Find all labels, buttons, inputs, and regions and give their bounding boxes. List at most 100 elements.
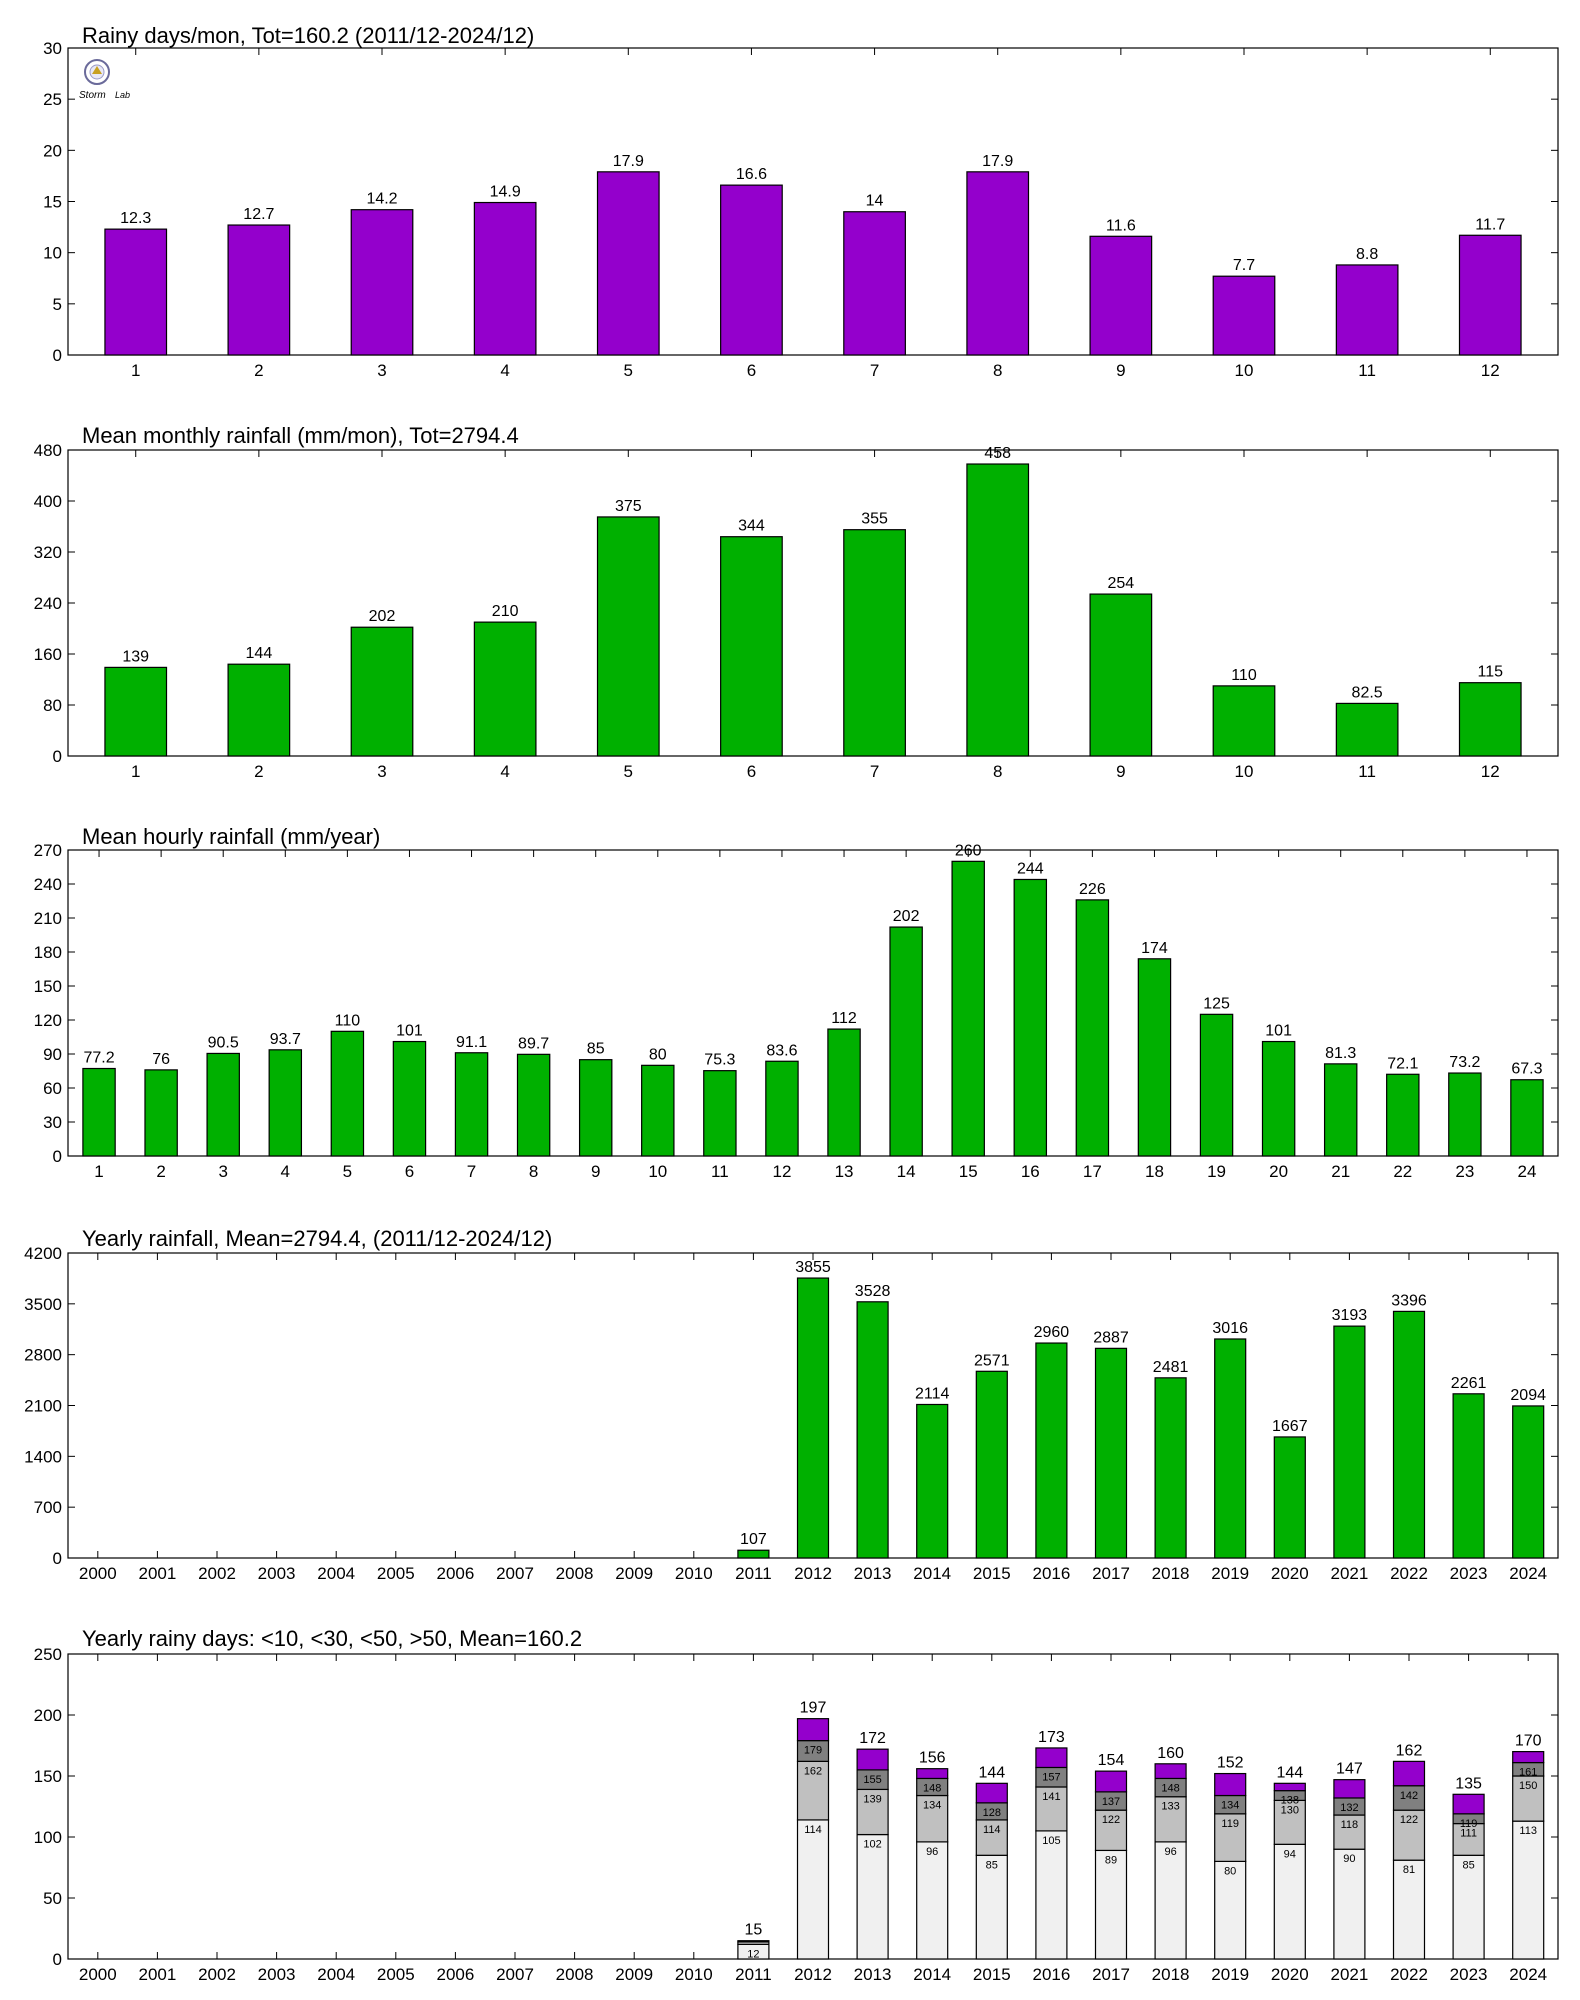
bar-value-label: 2261 — [1451, 1375, 1487, 1392]
x-tick-label: 2003 — [258, 1965, 296, 1984]
chart-title: Yearly rainfall, Mean=2794.4, (2011/12-2… — [82, 1226, 552, 1251]
bar — [1212, 275, 1276, 356]
x-tick-label: 2019 — [1211, 1564, 1249, 1583]
stacked-bar-segment — [1154, 1796, 1187, 1843]
bar — [578, 1059, 613, 1157]
segment-label: 81 — [1403, 1864, 1415, 1876]
x-tick-label: 2 — [156, 1162, 165, 1181]
bar-value-label: 12.7 — [243, 206, 274, 223]
bar — [1333, 1325, 1366, 1559]
y-tick-label: 90 — [43, 1045, 62, 1064]
x-tick-label: 2 — [254, 762, 263, 781]
x-tick-label: 3 — [377, 361, 386, 380]
x-tick-label: 2005 — [377, 1965, 415, 1984]
bar-value-label: 89.7 — [518, 1035, 549, 1052]
bar-value-label: 458 — [984, 445, 1011, 462]
x-tick-label: 2018 — [1152, 1564, 1190, 1583]
stacked-bar-segment — [796, 1819, 830, 1960]
x-tick-label: 10 — [648, 1162, 667, 1181]
bar — [1323, 1063, 1358, 1157]
bar-value-label: 2481 — [1153, 1359, 1189, 1376]
y-tick-label: 10 — [43, 244, 62, 263]
stacked-bar-segment — [1035, 1830, 1068, 1960]
bar-value-label: 202 — [893, 908, 920, 925]
segment-label: 90 — [1343, 1853, 1355, 1865]
bar — [1335, 702, 1399, 757]
bar-value-label: 7.7 — [1233, 257, 1255, 274]
bar-total-label: 15 — [745, 1922, 763, 1939]
segment-label: 150 — [1519, 1780, 1537, 1792]
x-tick-label: 12 — [1481, 762, 1500, 781]
stacked-bar-segment — [1154, 1763, 1187, 1780]
bar-value-label: 110 — [335, 1012, 361, 1029]
chart-title: Rainy days/mon, Tot=160.2 (2011/12-2024/… — [82, 23, 534, 48]
bar-total-label: 170 — [1515, 1733, 1542, 1750]
y-tick-label: 5 — [53, 295, 62, 314]
stacked-bar-segment — [856, 1833, 889, 1960]
x-tick-label: 10 — [1235, 361, 1254, 380]
bar — [703, 1070, 737, 1157]
bar — [268, 1049, 303, 1157]
bar-total-label: 144 — [978, 1764, 1005, 1781]
stacked-bar-segment — [1094, 1849, 1128, 1960]
y-tick-label: 180 — [34, 943, 62, 962]
stacked-bar-segment — [1452, 1793, 1485, 1815]
bar-value-label: 144 — [246, 645, 273, 662]
stacked-bar-segment — [1392, 1809, 1426, 1861]
bar-value-label: 174 — [1141, 940, 1168, 957]
chart-panel-3: Mean hourly rainfall (mm/year)0306090120… — [34, 824, 1559, 1181]
segment-label: 141 — [1042, 1791, 1060, 1803]
bar-value-label: 77.2 — [83, 1050, 114, 1067]
bar — [206, 1052, 240, 1157]
y-tick-label: 25 — [43, 90, 62, 109]
segment-label: 122 — [1400, 1814, 1418, 1826]
bar-value-label: 17.9 — [613, 153, 644, 170]
x-tick-label: 7 — [870, 361, 879, 380]
segment-label: 105 — [1042, 1835, 1060, 1847]
stacked-bar-segment — [1512, 1750, 1545, 1764]
segment-label: 139 — [863, 1793, 881, 1805]
segment-label: 148 — [923, 1782, 941, 1794]
bar — [843, 529, 906, 757]
bar — [1214, 1338, 1247, 1559]
bar — [1261, 1040, 1296, 1157]
x-tick-label: 5 — [624, 361, 633, 380]
y-tick-label: 60 — [43, 1079, 62, 1098]
bar-value-label: 101 — [1265, 1023, 1292, 1040]
y-tick-label: 0 — [53, 1147, 62, 1166]
stacked-bar-segment — [916, 1794, 949, 1843]
y-tick-label: 80 — [43, 696, 62, 715]
segment-label: 162 — [804, 1765, 822, 1777]
bar-value-label: 14 — [866, 193, 884, 210]
x-tick-label: 2008 — [556, 1965, 594, 1984]
stacked-bar-segment — [1214, 1860, 1247, 1960]
bar — [350, 626, 414, 757]
bar — [1035, 1342, 1068, 1559]
x-tick-label: 2006 — [436, 1965, 474, 1984]
x-tick-label: 2013 — [854, 1564, 892, 1583]
bar-value-label: 3193 — [1332, 1307, 1368, 1324]
bar-total-label: 160 — [1157, 1745, 1184, 1762]
y-tick-label: 50 — [43, 1889, 62, 1908]
bar — [1510, 1079, 1544, 1157]
y-tick-label: 320 — [34, 543, 62, 562]
bar-total-label: 162 — [1396, 1742, 1423, 1759]
x-tick-label: 1 — [131, 762, 140, 781]
x-tick-label: 2017 — [1092, 1965, 1130, 1984]
x-tick-label: 20 — [1269, 1162, 1288, 1181]
x-tick-label: 5 — [343, 1162, 352, 1181]
bar — [966, 463, 1030, 757]
y-tick-label: 4200 — [24, 1244, 62, 1263]
bar-value-label: 139 — [122, 648, 149, 665]
x-tick-label: 2022 — [1390, 1564, 1428, 1583]
bar-value-label: 101 — [396, 1023, 423, 1040]
x-tick-label: 19 — [1207, 1162, 1226, 1181]
bar — [330, 1030, 365, 1157]
stacked-bar-segment — [975, 1819, 1008, 1856]
y-tick-label: 210 — [34, 909, 62, 928]
stacked-bar-segment — [1512, 1820, 1545, 1960]
stacked-bar-segment — [1512, 1775, 1545, 1822]
x-tick-label: 7 — [467, 1162, 476, 1181]
y-tick-label: 0 — [53, 1549, 62, 1568]
x-tick-label: 2009 — [615, 1965, 653, 1984]
